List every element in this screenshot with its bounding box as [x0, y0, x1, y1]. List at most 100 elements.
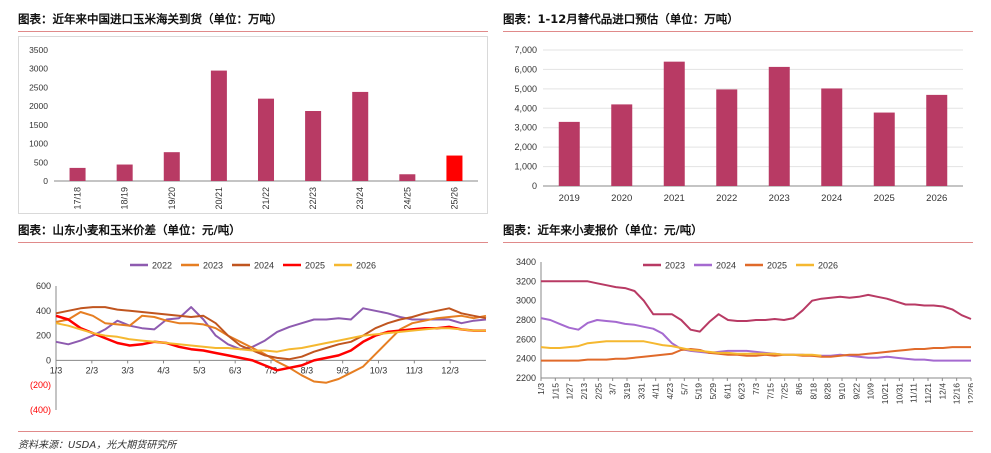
bar — [558, 121, 580, 186]
bar — [716, 89, 738, 186]
y-tick-label: 2800 — [516, 315, 536, 325]
bar — [446, 155, 463, 181]
x-tick-label: 1/3 — [536, 383, 546, 395]
bar — [116, 164, 133, 181]
legend-label: 2024 — [716, 261, 736, 271]
title-underline — [503, 31, 973, 32]
chart-title-corn-imports: 图表：近年来中国进口玉米海关到货（单位：万吨） — [18, 12, 283, 26]
x-tick-label: 12/16 — [952, 383, 962, 405]
y-tick-label: 0 — [46, 355, 51, 365]
footer-rule — [18, 431, 973, 432]
x-tick-label: 2019 — [559, 193, 580, 204]
x-tick-label: 9/10 — [837, 383, 847, 400]
chart-title-wheat-corn-spread: 图表：山东小麦和玉米价差（单位：元/吨） — [18, 223, 241, 237]
x-tick-label: 3/19 — [622, 383, 632, 400]
x-tick-label: 5/7 — [679, 383, 689, 395]
x-tick-label: 11/21 — [923, 383, 933, 404]
y-tick-label: 3,000 — [514, 123, 537, 133]
y-tick-label: (200) — [30, 380, 51, 390]
x-tick-label: 18/19 — [120, 187, 130, 210]
series-line — [55, 322, 486, 353]
bar — [163, 152, 180, 181]
series-line — [540, 317, 971, 362]
bar — [873, 112, 895, 186]
y-tick-label: 2000 — [29, 101, 48, 111]
y-tick-label: 500 — [34, 157, 48, 167]
wheat-corn-spread-line-chart: 600 400 200 0 (200) (400) 1/3 2/3 3/3 4/3 5/3 6/3 7/… — [30, 261, 487, 415]
x-tick-label: 10/3 — [370, 365, 388, 375]
x-tick-label: 9/3 — [336, 365, 349, 375]
plot-frame — [18, 36, 488, 214]
x-tick-label: 9/22 — [851, 383, 861, 400]
x-tick-label: 2021 — [664, 193, 685, 204]
title-underline — [18, 242, 488, 243]
x-tick-label: 2023 — [769, 193, 790, 204]
x-tick-label: 8/3 — [301, 365, 314, 375]
legend-label: 2023 — [203, 261, 223, 271]
bar — [305, 111, 322, 181]
x-tick-label: 1/27 — [565, 383, 575, 400]
legend-label: 2024 — [254, 261, 274, 271]
x-tick-label: 19/20 — [167, 187, 177, 210]
series-line — [541, 346, 971, 362]
y-tick-label: 2600 — [516, 334, 536, 344]
title-underline — [503, 242, 973, 243]
legend-label: 2022 — [152, 261, 172, 271]
corn-imports-bar-chart: 0 500 1000 1500 2000 2500 3000 3500 17/18 18/19 19… — [18, 36, 488, 214]
chart-title-wheat-prices: 图表：近年来小麦报价（单位：元/吨） — [503, 223, 703, 237]
x-tick-label: 5/3 — [193, 365, 206, 375]
y-tick-label: 4,000 — [514, 103, 537, 113]
x-tick-label: 2/25 — [593, 383, 603, 400]
x-tick-label: 7/3 — [751, 383, 761, 395]
y-tick-label: 5,000 — [514, 84, 537, 94]
y-tick-label: 0 — [532, 181, 537, 191]
x-tick-label: 3/7 — [608, 383, 618, 395]
series-line — [55, 314, 486, 372]
legend-label: 2023 — [665, 261, 685, 271]
chart-title-substitute-imports: 图表：1-12月替代品进口预估（单位：万吨） — [503, 12, 739, 26]
x-tick-label: 2020 — [611, 193, 632, 204]
x-tick-label: 20/21 — [214, 187, 224, 210]
y-tick-label: 3400 — [516, 257, 536, 267]
x-tick-label: 3/31 — [636, 383, 646, 400]
x-tick-label: 5/19 — [694, 383, 704, 400]
x-tick-label: 2025 — [874, 193, 895, 204]
x-tick-label: 23/24 — [355, 187, 365, 210]
x-tick-label: 6/23 — [737, 383, 747, 400]
x-tick-label: 7/25 — [780, 383, 790, 400]
x-tick-label: 4/11 — [651, 383, 661, 399]
x-tick-label: 11/3 — [406, 365, 423, 375]
x-tick-label: 3/3 — [121, 365, 134, 375]
x-tick-label: 24/25 — [402, 187, 412, 210]
title-underline — [18, 31, 488, 32]
y-tick-label: 3200 — [516, 276, 536, 286]
bar — [210, 70, 227, 181]
x-tick-label: 12/26 — [966, 383, 973, 405]
x-tick-label: 2026 — [926, 193, 947, 204]
x-tick-label: 4/23 — [665, 383, 675, 400]
x-tick-label: 6/3 — [229, 365, 242, 375]
series-line — [55, 311, 487, 384]
bar — [926, 94, 948, 186]
x-tick-label: 2/3 — [86, 365, 99, 375]
y-tick-label: 2,000 — [514, 142, 537, 152]
x-tick-label: 6/11 — [722, 383, 732, 399]
x-tick-label: 2022 — [716, 193, 737, 204]
x-tick-label: 7/3 — [265, 365, 278, 375]
x-tick-label: 8/6 — [794, 383, 804, 395]
y-tick-label: 7,000 — [514, 45, 537, 55]
x-tick-label: 1/3 — [50, 365, 63, 375]
x-tick-label: 10/21 — [880, 383, 890, 405]
y-tick-label: 0 — [43, 176, 48, 186]
x-tick-label: 8/18 — [808, 383, 818, 400]
series-line — [540, 340, 822, 357]
x-tick-label: 10/9 — [866, 383, 876, 400]
x-tick-label: 2024 — [821, 193, 842, 204]
bar — [821, 88, 843, 186]
x-tick-label: 1/15 — [550, 383, 560, 400]
y-tick-label: 2400 — [516, 354, 536, 364]
x-tick-label: 5/29 — [708, 383, 718, 400]
y-tick-label: 3500 — [29, 45, 48, 55]
x-tick-label: 17/18 — [73, 187, 83, 210]
y-tick-label: 400 — [36, 306, 51, 316]
